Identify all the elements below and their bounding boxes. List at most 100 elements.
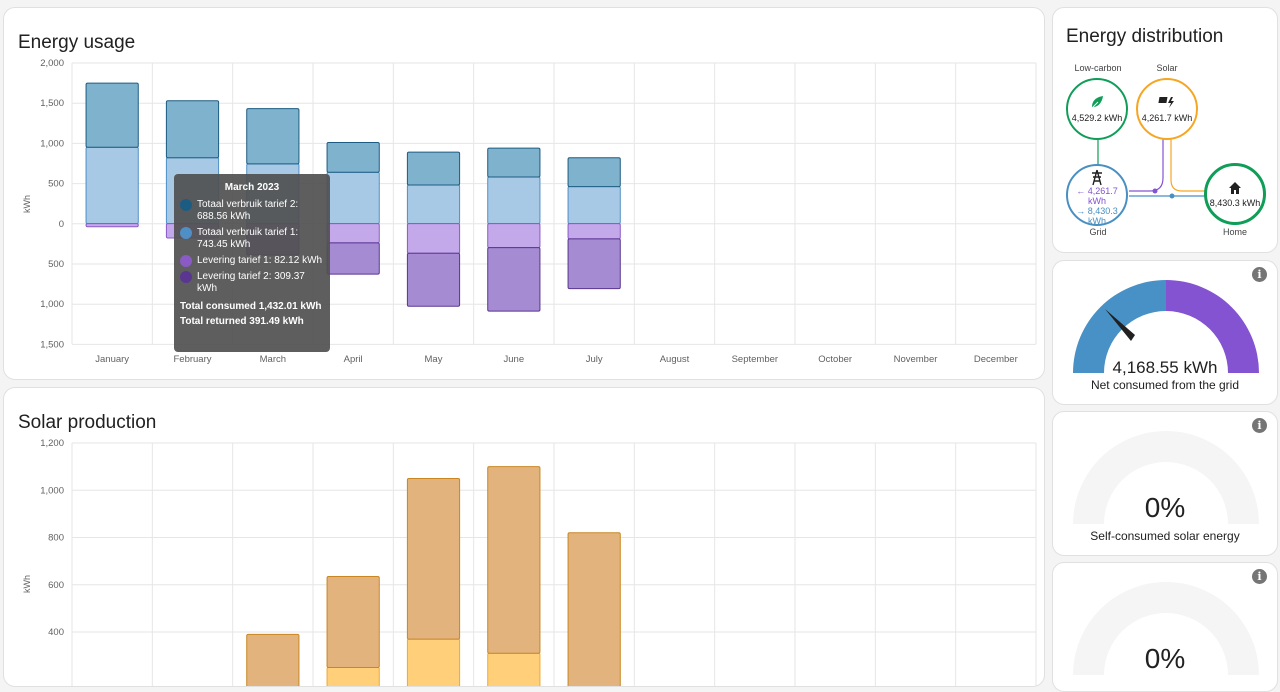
- bar-segment: [567, 186, 621, 225]
- bar-segment: [406, 638, 461, 686]
- tooltip-total-consumed: Total consumed 1,432.01 kWh: [180, 301, 322, 312]
- energy-usage-chart[interactable]: 2,000 1,500 1,000 500 0 500 1,000 1,500 kWh Janua…: [4, 8, 1045, 380]
- home-node[interactable]: 8,430.3 kWh: [1204, 163, 1266, 225]
- bar-segment: [487, 247, 541, 312]
- solar-home-flow-line: [1170, 138, 1205, 192]
- x-tick-label: August: [660, 354, 690, 365]
- x-tick-label: July: [586, 354, 603, 365]
- bar-segment: [246, 108, 300, 165]
- bar-segment: [487, 466, 541, 654]
- x-tick-label: April: [344, 354, 363, 365]
- chart-tooltip: March 2023 Totaal verbruik tarief 2: 688…: [174, 174, 330, 352]
- self-consumed-gauge-card: i 0% Self-consumed solar energy: [1052, 411, 1278, 556]
- low-carbon-label: Low-carbon: [1074, 63, 1122, 73]
- home-label: Home: [1222, 227, 1247, 237]
- x-tick-label: November: [894, 354, 938, 365]
- series-color-dot: [180, 227, 192, 239]
- third-gauge: [1073, 582, 1259, 675]
- series-color-dot: [180, 271, 192, 283]
- grid-consume-value: → 8,430.3 kWh: [1076, 206, 1118, 226]
- series-color-dot: [180, 199, 192, 211]
- x-tick-label: January: [95, 354, 129, 365]
- flow-dot: [1169, 193, 1175, 199]
- bar-segment: [406, 477, 461, 640]
- bar-segment: [85, 82, 139, 148]
- y-tick-label: 0: [59, 219, 64, 230]
- grid-node[interactable]: ← 4,261.7 kWh → 8,430.3 kWh: [1066, 164, 1128, 226]
- bar-segment: [567, 157, 621, 188]
- bar-segment: [85, 146, 139, 225]
- net-grid-label: Net consumed from the grid: [1090, 378, 1240, 392]
- low-carbon-node[interactable]: 4,529.2 kWh: [1066, 78, 1128, 140]
- solar-production-chart[interactable]: 1,200 1,000 800 600 400 kWh: [4, 388, 1045, 687]
- y-tick-label: 1,500: [40, 339, 64, 350]
- bar-segment: [567, 532, 621, 686]
- info-icon[interactable]: i: [1252, 569, 1267, 584]
- tooltip-total-returned: Total returned 391.49 kWh: [180, 316, 304, 327]
- x-tick-label: March: [260, 354, 286, 365]
- bar-segment: [326, 223, 380, 244]
- bar-segment: [326, 141, 380, 173]
- solar-production-card: Solar production 1,200 1,000 800 600 400 kWh: [3, 387, 1045, 687]
- energy-usage-title: Energy usage: [18, 32, 136, 53]
- y-axis-label: kWh: [22, 195, 32, 213]
- bar-segment: [406, 151, 461, 186]
- tooltip-row-label: Levering tarief 1: 82.12 kWh: [197, 255, 323, 266]
- x-tick-label: February: [173, 354, 211, 365]
- tooltip-row: Totaal verbruik tarief 2: 688.56 kWh: [180, 199, 324, 223]
- bar-segment: [246, 633, 300, 686]
- gauge-track: [1073, 582, 1259, 675]
- solar-value: 4,261.7 kWh: [1141, 113, 1193, 123]
- flow-dot: [1152, 188, 1158, 194]
- gauge-needle: [1105, 309, 1135, 341]
- self-consumed-value: 0%: [1144, 492, 1186, 523]
- bar-segment: [567, 238, 621, 290]
- y-tick-label: 1,000: [40, 485, 64, 496]
- tooltip-row: Levering tarief 1: 82.12 kWh: [180, 255, 324, 267]
- y-tick-label: 500: [48, 179, 64, 190]
- x-tick-label: December: [974, 354, 1018, 365]
- transmission-tower-icon: [1068, 169, 1126, 186]
- bar-segment: [85, 223, 139, 228]
- solar-return-flow-line: [1129, 138, 1164, 192]
- third-gauge-value: 0%: [1144, 643, 1186, 674]
- bar-segment: [406, 184, 461, 225]
- tooltip-title: March 2023: [224, 182, 280, 193]
- solar-production-title: Solar production: [18, 412, 157, 433]
- info-icon[interactable]: i: [1252, 418, 1267, 433]
- bar-segment: [487, 652, 541, 686]
- bar-segment: [326, 242, 380, 275]
- gauge-returned-arc: [1166, 280, 1259, 373]
- home-icon: [1207, 181, 1263, 195]
- grid-label: Grid: [1089, 227, 1107, 237]
- bar-segment: [406, 252, 461, 307]
- info-icon[interactable]: i: [1252, 267, 1267, 282]
- tooltip-row: Totaal verbruik tarief 1: 743.45 kWh: [180, 227, 324, 251]
- gauge-track: [1073, 431, 1259, 524]
- bar-segment: [165, 100, 220, 159]
- tooltip-row-label: Levering tarief 2: 309.37 kWh: [197, 271, 305, 294]
- solar-node[interactable]: 4,261.7 kWh: [1136, 78, 1198, 140]
- bar-segment: [487, 147, 541, 178]
- y-tick-label: 600: [48, 580, 64, 591]
- y-tick-label: 800: [48, 533, 64, 544]
- bar-segment: [487, 176, 541, 225]
- y-tick-label: 500: [48, 259, 64, 270]
- distribution-flow-lines: [1097, 138, 1205, 199]
- net-grid-value: 4,168.55 kWh: [1112, 358, 1218, 377]
- bar-segment: [487, 223, 541, 249]
- x-tick-label: June: [504, 354, 525, 365]
- solar-label: Solar: [1156, 63, 1178, 73]
- bar-segment: [406, 223, 461, 254]
- home-value: 8,430.3 kWh: [1209, 198, 1261, 208]
- net-grid-gauge-card: i 4,168.55 kWh Net consumed from the gri…: [1052, 260, 1278, 405]
- y-tick-label: 400: [48, 627, 64, 638]
- bar-segment: [567, 223, 621, 240]
- y-tick-label: 1,000: [40, 138, 64, 149]
- x-tick-label: October: [818, 354, 852, 365]
- energy-usage-card: Energy usage 2,000 1,500 1,000 500 0 500 1,000…: [3, 7, 1045, 380]
- low-carbon-value: 4,529.2 kWh: [1071, 113, 1123, 123]
- third-gauge-card: i 0%: [1052, 562, 1278, 692]
- bar-segment: [326, 666, 380, 686]
- self-consumed-label: Self-consumed solar energy: [1090, 529, 1240, 543]
